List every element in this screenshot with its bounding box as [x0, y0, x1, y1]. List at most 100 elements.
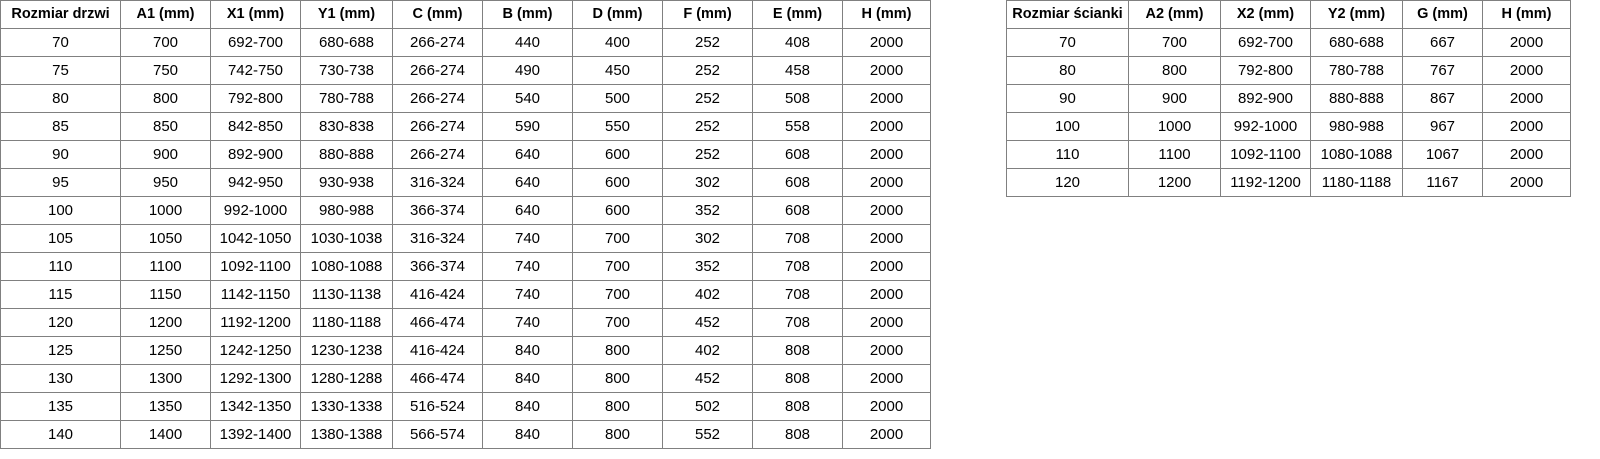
wall-panel-size-table-body: 70 700 692-700 680-688 667 2000 80 800 792-800 78…: [1006, 28, 1571, 197]
table-cell: 740: [482, 280, 573, 309]
table-cell: 590: [482, 112, 573, 141]
table-cell: 2000: [842, 140, 931, 169]
table-cell: 466-474: [392, 364, 483, 393]
table-cell: 252: [662, 56, 753, 85]
table-cell: 740: [482, 224, 573, 253]
table-cell: 266-274: [392, 140, 483, 169]
column-header: H (mm): [1482, 0, 1571, 29]
table-cell: 800: [572, 364, 663, 393]
table-cell: 130: [0, 364, 121, 393]
table-cell: 692-700: [210, 28, 301, 57]
table-cell: 2000: [1482, 56, 1571, 85]
table-cell: 266-274: [392, 56, 483, 85]
table-cell: 80: [1006, 56, 1129, 85]
table-row: 80 800 792-800 780-788 767 2000: [1006, 56, 1571, 85]
table-cell: 992-1000: [1220, 112, 1311, 141]
table-cell: 125: [0, 336, 121, 365]
wall-panel-size-table-head: Rozmiar ścianki A2 (mm) X2 (mm) Y2 (mm) G (m…: [1006, 0, 1571, 29]
table-cell: 266-274: [392, 84, 483, 113]
column-header: Y2 (mm): [1310, 0, 1403, 29]
table-cell: 2000: [842, 280, 931, 309]
table-cell: 302: [662, 224, 753, 253]
table-cell: 135: [0, 392, 121, 421]
column-header: G (mm): [1402, 0, 1483, 29]
table-cell: 366-374: [392, 252, 483, 281]
table-cell: 1100: [120, 252, 211, 281]
table-cell: 1092-1100: [210, 252, 301, 281]
column-header: A1 (mm): [120, 0, 211, 29]
table-cell: 75: [0, 56, 121, 85]
column-header: D (mm): [572, 0, 663, 29]
table-cell: 366-374: [392, 196, 483, 225]
table-cell: 892-900: [210, 140, 301, 169]
table-row: 115 1150 1142-1150 1130-1138 416-424 740 700 40…: [0, 280, 931, 309]
table-cell: 600: [572, 140, 663, 169]
table-cell: 2000: [842, 196, 931, 225]
table-cell: 452: [662, 308, 753, 337]
table-cell: 750: [120, 56, 211, 85]
table-cell: 508: [752, 84, 843, 113]
table-cell: 115: [0, 280, 121, 309]
table-cell: 90: [0, 140, 121, 169]
table-cell: 550: [572, 112, 663, 141]
table-cell: 80: [0, 84, 121, 113]
table-cell: 1092-1100: [1220, 140, 1311, 169]
table-cell: 558: [752, 112, 843, 141]
table-cell: 252: [662, 112, 753, 141]
table-cell: 867: [1402, 84, 1483, 113]
door-size-table-body: 70 700 692-700 680-688 266-274 440 400 252 408 20…: [0, 28, 931, 449]
table-cell: 2000: [842, 28, 931, 57]
table-row: 95 950 942-950 930-938 316-324 640 600 302 608 20…: [0, 168, 931, 197]
table-cell: 1200: [1128, 168, 1221, 197]
table-cell: 105: [0, 224, 121, 253]
table-cell: 600: [572, 196, 663, 225]
table-cell: 1080-1088: [1310, 140, 1403, 169]
table-row: 135 1350 1342-1350 1330-1338 516-524 840 800 50…: [0, 392, 931, 421]
table-cell: 252: [662, 84, 753, 113]
table-cell: 566-574: [392, 420, 483, 449]
table-cell: 1150: [120, 280, 211, 309]
table-cell: 1142-1150: [210, 280, 301, 309]
table-row: 85 850 842-850 830-838 266-274 590 550 252 558 20…: [0, 112, 931, 141]
table-cell: 1100: [1128, 140, 1221, 169]
table-cell: 2000: [842, 112, 931, 141]
table-cell: 1042-1050: [210, 224, 301, 253]
table-cell: 700: [572, 280, 663, 309]
table-cell: 830-838: [300, 112, 393, 141]
table-cell: 880-888: [1310, 84, 1403, 113]
table-cell: 880-888: [300, 140, 393, 169]
table-cell: 780-788: [300, 84, 393, 113]
table-cell: 808: [752, 336, 843, 365]
table-cell: 1400: [120, 420, 211, 449]
table-cell: 800: [572, 420, 663, 449]
table-cell: 842-850: [210, 112, 301, 141]
door-size-table: Rozmiar drzwi A1 (mm) X1 (mm) Y1 (mm) C (mm)…: [0, 0, 931, 449]
table-cell: 252: [662, 28, 753, 57]
column-header: Y1 (mm): [300, 0, 393, 29]
table-cell: 500: [572, 84, 663, 113]
table-cell: 900: [120, 140, 211, 169]
table-row: 120 1200 1192-1200 1180-1188 466-474 740 700 45…: [0, 308, 931, 337]
table-cell: 608: [752, 140, 843, 169]
table-cell: 740: [482, 308, 573, 337]
table-row: 110 1100 1092-1100 1080-1088 1067 2000: [1006, 140, 1571, 169]
table-cell: 708: [752, 308, 843, 337]
table-cell: 2000: [842, 252, 931, 281]
table-cell: 252: [662, 140, 753, 169]
table-row: 70 700 692-700 680-688 266-274 440 400 252 408 20…: [0, 28, 931, 57]
table-cell: 808: [752, 392, 843, 421]
table-cell: 608: [752, 196, 843, 225]
table-cell: 2000: [842, 224, 931, 253]
table-cell: 2000: [842, 420, 931, 449]
table-cell: 1342-1350: [210, 392, 301, 421]
table-cell: 692-700: [1220, 28, 1311, 57]
table-cell: 466-474: [392, 308, 483, 337]
table-cell: 680-688: [300, 28, 393, 57]
table-cell: 70: [0, 28, 121, 57]
table-cell: 100: [1006, 112, 1129, 141]
column-header: B (mm): [482, 0, 573, 29]
table-cell: 840: [482, 336, 573, 365]
table-cell: 552: [662, 420, 753, 449]
table-row: 140 1400 1392-1400 1380-1388 566-574 840 800 55…: [0, 420, 931, 449]
table-row: 100 1000 992-1000 980-988 967 2000: [1006, 112, 1571, 141]
